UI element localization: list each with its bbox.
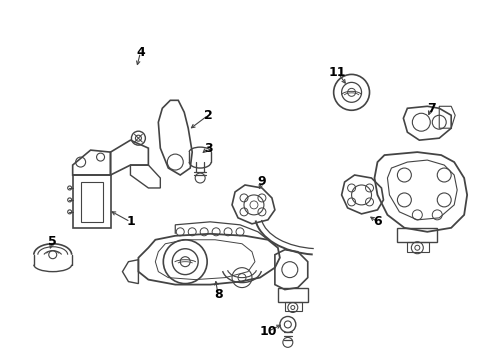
Text: 4: 4 xyxy=(136,46,144,59)
Text: 6: 6 xyxy=(372,215,381,228)
Text: 1: 1 xyxy=(126,215,135,228)
Text: 2: 2 xyxy=(203,109,212,122)
Text: 3: 3 xyxy=(203,141,212,155)
Text: 7: 7 xyxy=(426,102,435,115)
Text: 5: 5 xyxy=(48,235,57,248)
Text: 10: 10 xyxy=(259,325,276,338)
Text: 11: 11 xyxy=(328,66,346,79)
Text: 8: 8 xyxy=(213,288,222,301)
Text: 9: 9 xyxy=(257,175,265,189)
